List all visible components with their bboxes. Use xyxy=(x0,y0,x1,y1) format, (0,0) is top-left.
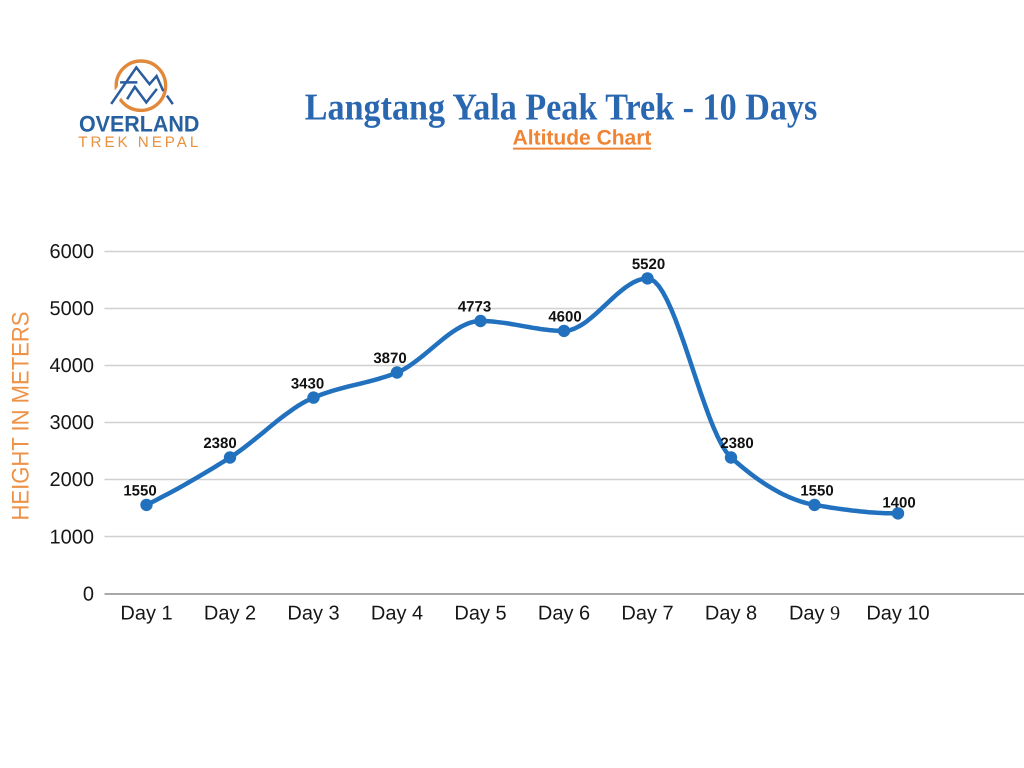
svg-text:Day 8: Day 8 xyxy=(705,603,757,625)
svg-text:1400: 1400 xyxy=(882,495,915,512)
svg-text:4000: 4000 xyxy=(50,355,95,377)
svg-text:1550: 1550 xyxy=(123,483,156,500)
svg-text:Day 9: Day 9 xyxy=(789,603,840,625)
svg-text:5000: 5000 xyxy=(50,298,95,320)
svg-text:Day 2: Day 2 xyxy=(204,603,256,625)
svg-text:Day 3: Day 3 xyxy=(287,603,339,625)
svg-text:Altitude Chart: Altitude Chart xyxy=(513,127,652,150)
svg-text:Day 5: Day 5 xyxy=(454,603,506,625)
svg-text:1000: 1000 xyxy=(50,526,95,548)
svg-text:2380: 2380 xyxy=(720,435,753,452)
svg-text:3870: 3870 xyxy=(373,350,406,367)
svg-text:2000: 2000 xyxy=(50,469,95,491)
svg-text:3430: 3430 xyxy=(291,375,324,392)
svg-text:0: 0 xyxy=(83,583,94,605)
svg-text:Day 10: Day 10 xyxy=(866,603,929,625)
svg-text:Langtang Yala Peak Trek - 10 D: Langtang Yala Peak Trek - 10 Days xyxy=(305,87,818,129)
svg-text:5520: 5520 xyxy=(632,256,665,273)
svg-text:1550: 1550 xyxy=(800,483,833,500)
svg-text:4773: 4773 xyxy=(458,299,491,316)
svg-text:3000: 3000 xyxy=(50,412,95,434)
svg-text:2380: 2380 xyxy=(203,435,236,452)
svg-text:Day 1: Day 1 xyxy=(120,603,172,625)
svg-text:6000: 6000 xyxy=(50,241,95,263)
svg-text:Day 7: Day 7 xyxy=(621,603,673,625)
svg-text:Day 4: Day 4 xyxy=(371,603,423,625)
svg-text:HEIGHT IN METERS: HEIGHT IN METERS xyxy=(8,312,35,521)
svg-text:OVERLAND: OVERLAND xyxy=(79,112,200,137)
svg-text:TREK NEPAL: TREK NEPAL xyxy=(78,134,201,151)
svg-text:4600: 4600 xyxy=(548,309,581,326)
svg-text:Day 6: Day 6 xyxy=(538,603,590,625)
